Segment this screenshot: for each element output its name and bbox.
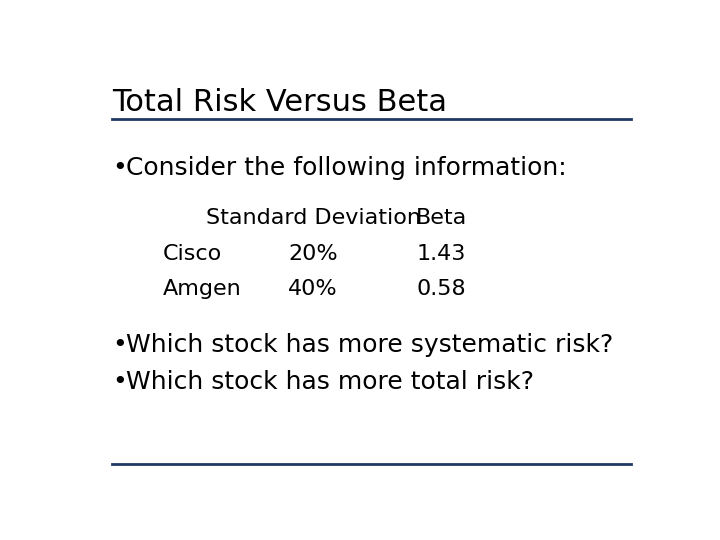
Text: •: •: [112, 333, 127, 357]
Text: •: •: [112, 156, 127, 180]
Text: 40%: 40%: [289, 279, 338, 299]
Text: Which stock has more systematic risk?: Which stock has more systematic risk?: [126, 333, 613, 357]
Text: Total Risk Versus Beta: Total Risk Versus Beta: [112, 87, 447, 117]
Text: 0.58: 0.58: [417, 279, 467, 299]
Text: 1.43: 1.43: [417, 244, 467, 264]
Text: •: •: [112, 370, 127, 394]
Text: Standard Deviation: Standard Deviation: [206, 208, 420, 228]
Text: Amgen: Amgen: [163, 279, 241, 299]
Text: Beta: Beta: [416, 208, 467, 228]
Text: 20%: 20%: [289, 244, 338, 264]
Text: Which stock has more total risk?: Which stock has more total risk?: [126, 370, 534, 394]
Text: Consider the following information:: Consider the following information:: [126, 156, 567, 180]
Text: Cisco: Cisco: [163, 244, 222, 264]
